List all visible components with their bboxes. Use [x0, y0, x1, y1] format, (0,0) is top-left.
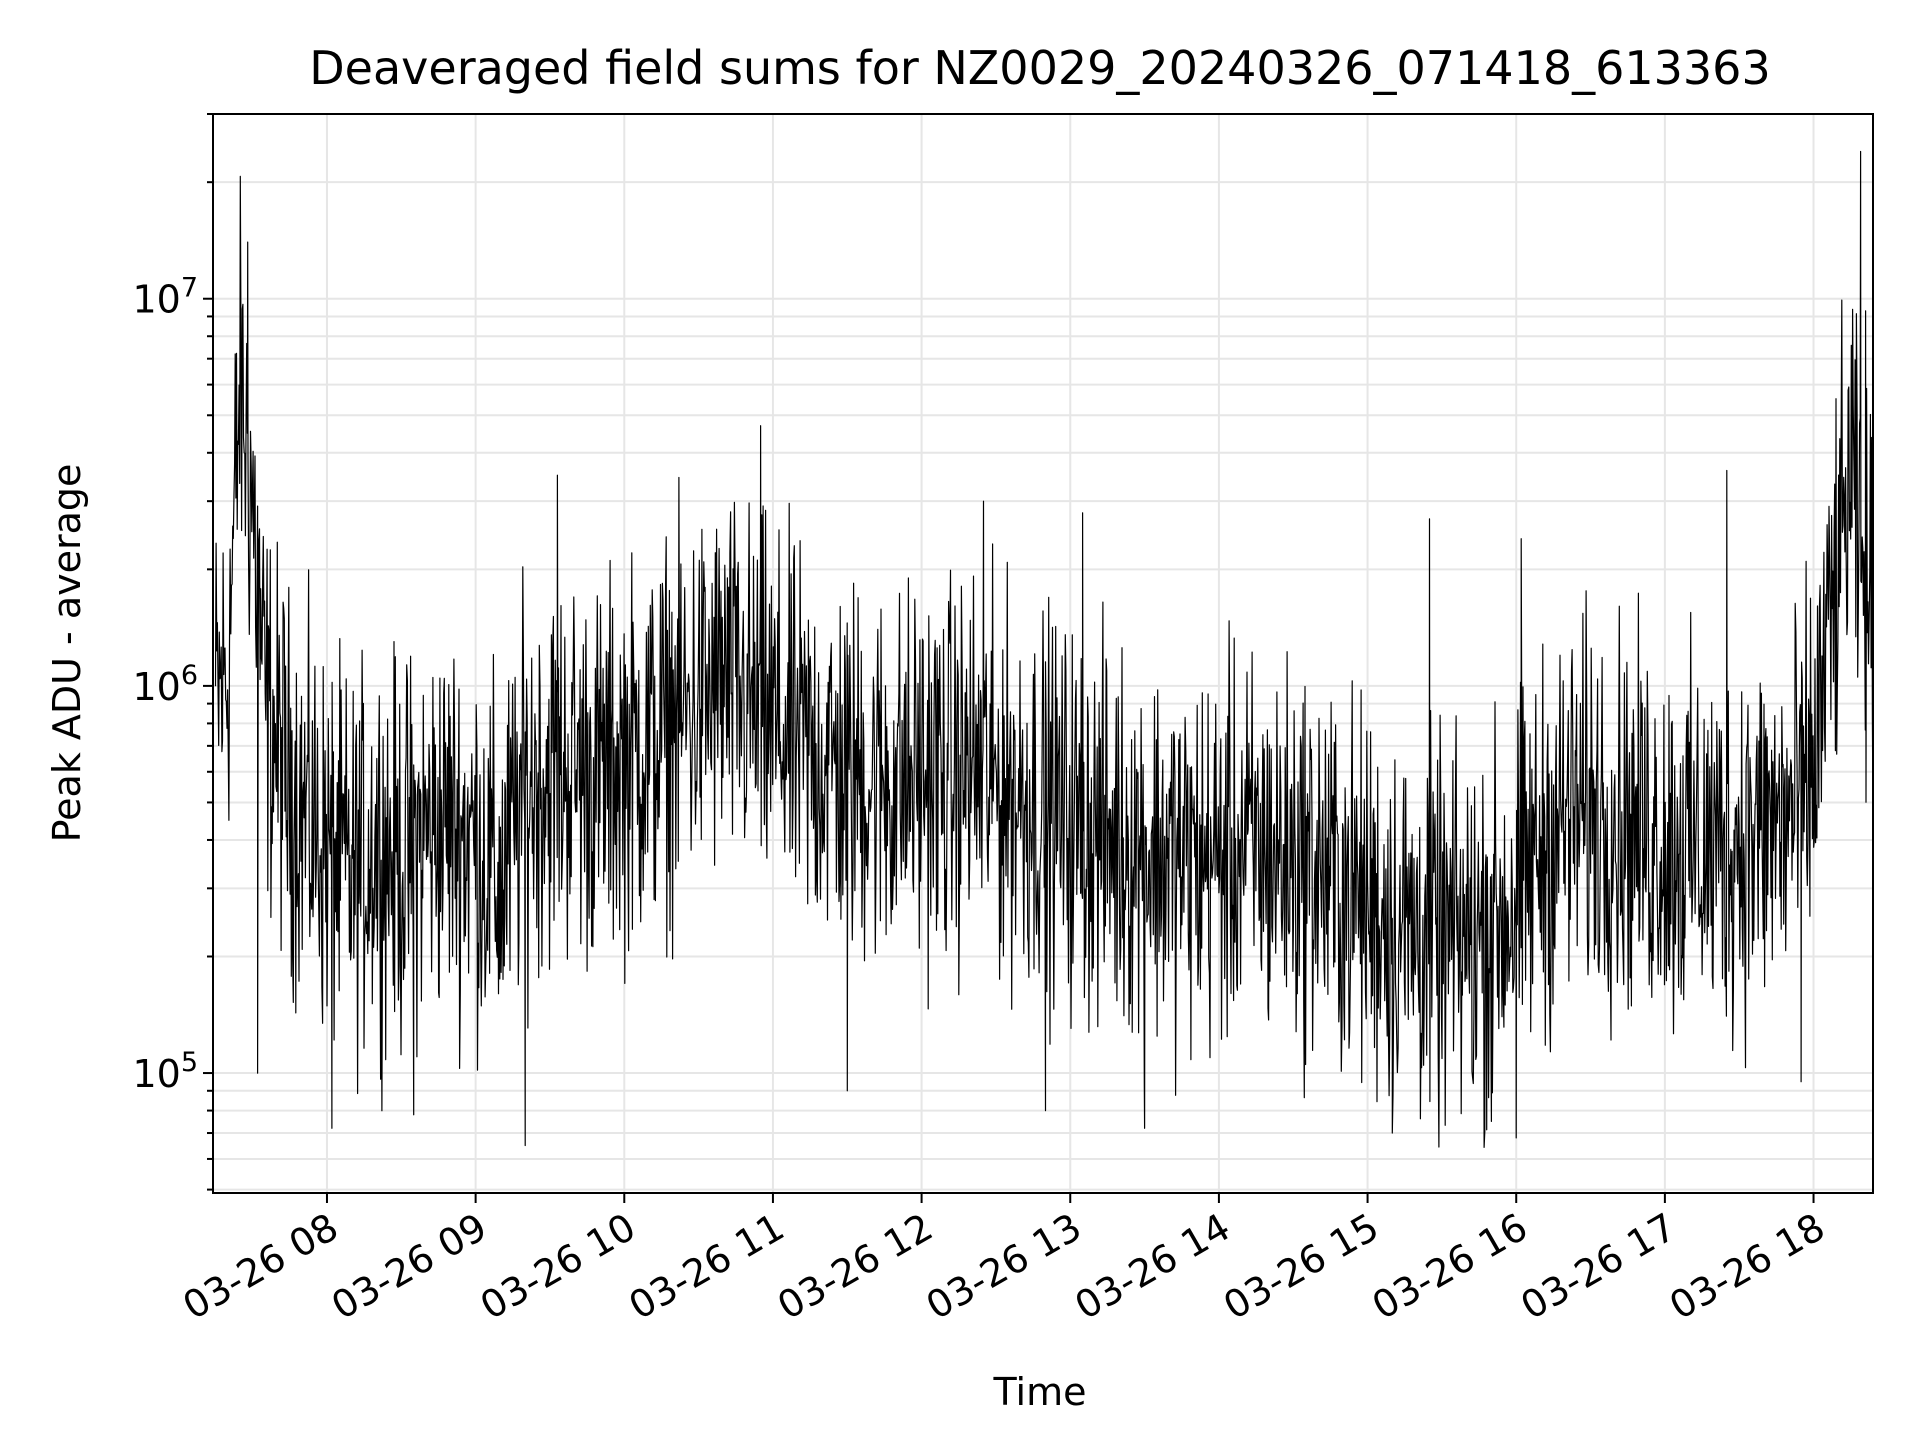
- x-tick-label: 03-26 18: [1662, 1205, 1832, 1329]
- series-line: [214, 150, 1874, 1148]
- x-tick-label: 03-26 08: [176, 1205, 346, 1329]
- x-tick-label: 03-26 15: [1216, 1205, 1386, 1329]
- y-axis-label: Peak ADU - average: [45, 464, 89, 843]
- y-tick-label: 107: [132, 273, 198, 322]
- x-tick-label: 03-26 13: [919, 1205, 1089, 1329]
- x-tick-label: 03-26 16: [1365, 1205, 1535, 1329]
- x-tick-label: 03-26 14: [1067, 1205, 1237, 1329]
- chart-title: Deaveraged field sums for NZ0029_2024032…: [309, 41, 1770, 95]
- x-tick-label: 03-26 17: [1513, 1205, 1683, 1329]
- plot-frame: [212, 113, 1874, 1194]
- x-tick-label: 03-26 11: [621, 1205, 791, 1329]
- x-tick-label: 03-26 12: [770, 1205, 940, 1329]
- x-tick-label: 03-26 09: [324, 1205, 494, 1329]
- y-axis-ticks: 105 106 107: [132, 113, 213, 1191]
- y-tick-label: 105: [132, 1047, 198, 1096]
- x-axis-label: Time: [993, 1370, 1087, 1414]
- x-tick-label: 03-26 10: [473, 1205, 643, 1329]
- y-tick-label: 106: [132, 660, 198, 709]
- series-path: [214, 150, 1874, 1148]
